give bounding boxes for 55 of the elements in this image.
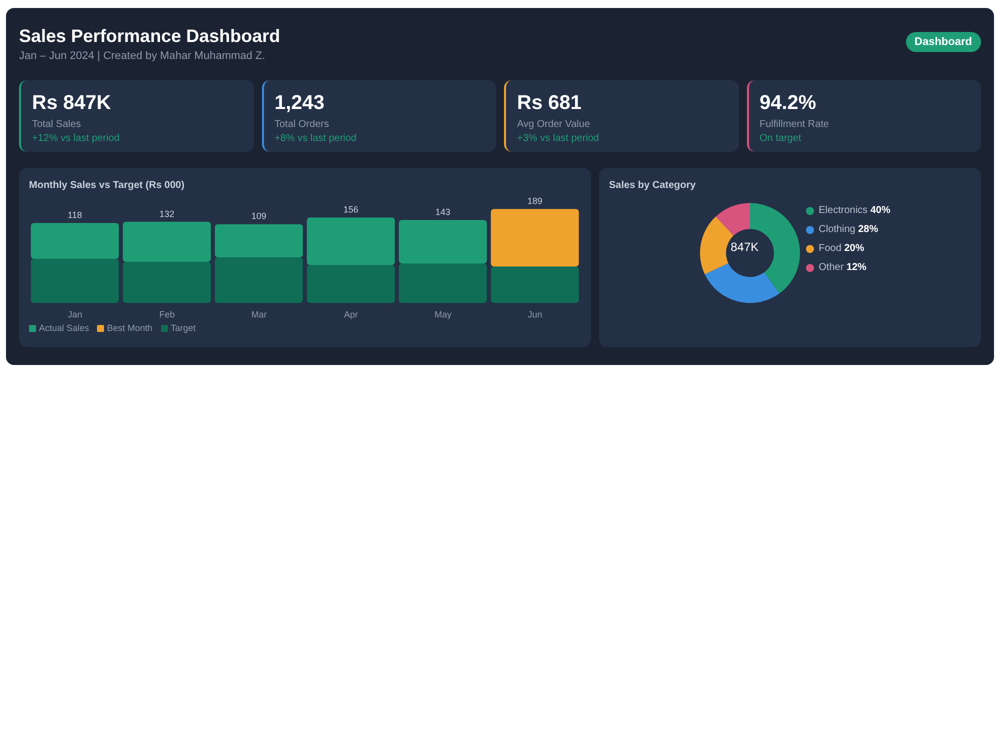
legend-label: Clothing — [818, 224, 856, 235]
legend-label: Electronics — [818, 205, 868, 216]
data-label: 143 — [435, 206, 450, 217]
text: +3% vs last period — [517, 133, 600, 144]
text: +12% vs last period — [32, 133, 121, 144]
text: On target — [760, 133, 802, 144]
legend-label: Actual Sales — [39, 323, 90, 333]
text: 1,243 — [274, 92, 326, 115]
bar — [398, 263, 487, 303]
data-label: 40% — [870, 205, 890, 216]
legend-label: Other — [818, 262, 844, 273]
donut-slice — [704, 263, 780, 303]
x-tick-label: Mar — [251, 309, 267, 320]
bar — [306, 264, 395, 303]
text: Jan – Jun 2024 | Created by Mahar Muhammad Z. — [19, 50, 266, 62]
x-tick-label: Apr — [344, 309, 358, 320]
bar — [398, 220, 487, 264]
bar — [306, 218, 395, 265]
legend-label: Best Month — [107, 323, 153, 333]
x-tick-label: Feb — [159, 309, 175, 320]
text: Fulfillment Rate — [760, 119, 830, 130]
text: Sales Performance Dashboard — [19, 26, 280, 47]
data-label: 132 — [159, 208, 174, 219]
x-tick-label: Jan — [68, 309, 82, 320]
text: Rs 681 — [517, 92, 582, 115]
legend-label: Target — [170, 323, 196, 333]
bar — [214, 257, 303, 303]
text: Total Sales — [32, 119, 82, 130]
text: 94.2% — [760, 92, 818, 115]
bar — [490, 266, 579, 303]
bar — [122, 222, 211, 262]
data-label: 156 — [343, 204, 358, 215]
data-label: 118 — [68, 210, 82, 220]
text: 847K — [730, 240, 760, 254]
bar — [30, 222, 119, 259]
text: Rs 847K — [32, 92, 112, 115]
chart-title: Monthly Sales vs Target (Rs 000) — [29, 180, 186, 191]
text: +8% vs last period — [274, 133, 358, 144]
x-tick-label: May — [434, 309, 452, 320]
legend-label: Food — [818, 243, 842, 254]
donut-slice — [715, 203, 750, 236]
data-label: 28% — [858, 224, 878, 235]
text: Total Orders — [274, 119, 330, 130]
bar — [214, 224, 303, 258]
chart-title: Sales by Category — [609, 180, 697, 191]
data-label: 12% — [846, 262, 866, 273]
data-label: 189 — [527, 196, 542, 206]
data-label: 20% — [844, 243, 864, 254]
bar — [30, 258, 119, 303]
text: Dashboard — [906, 32, 981, 52]
text: Avg Order Value — [517, 119, 592, 130]
x-tick-label: Jun — [528, 309, 542, 320]
bar — [490, 209, 579, 266]
bar — [122, 262, 211, 303]
data-label: 109 — [251, 211, 266, 222]
